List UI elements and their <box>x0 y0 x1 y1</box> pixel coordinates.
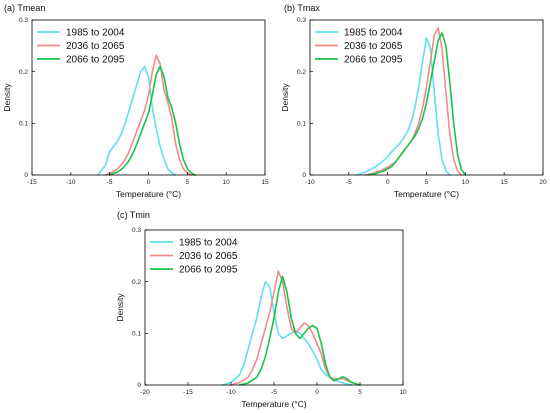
x-tick-label: 0 <box>147 179 151 186</box>
y-axis-label: Density <box>280 83 290 112</box>
panel-b-tmax: (b) Tmax -10 -5 0 5 10 15 20 0 0.1 0.2 0.3 Temperatu… <box>280 3 547 199</box>
x-tick-label: 15 <box>261 179 269 186</box>
panel-a-tmean: (a) Tmean -15 -10 -5 0 5 10 15 0 0.1 0.2 0.3 Tempera… <box>2 3 269 199</box>
y-tick-label: 0.3 <box>297 17 306 24</box>
y-tick-label: 0 <box>24 172 28 179</box>
y-tick-label: 0.1 <box>132 331 141 338</box>
x-tick-label: -15 <box>27 179 37 186</box>
legend-label: 2036 to 2065 <box>179 251 238 262</box>
series-line-2036-to-2065 <box>363 26 463 176</box>
panel-title: (a) Tmean <box>4 3 45 13</box>
series-line-1985-to-2004 <box>221 280 353 386</box>
x-tick-label: -10 <box>66 179 76 186</box>
legend: 1985 to 2004 2036 to 2065 2066 to 2095 <box>315 28 403 66</box>
x-tick-label: -10 <box>226 389 236 396</box>
x-tick-label: 10 <box>462 179 470 186</box>
panel-title: (b) Tmax <box>284 3 320 13</box>
x-tick-label: 5 <box>186 179 190 186</box>
legend-label: 1985 to 2004 <box>66 28 125 39</box>
y-tick-label: 0.3 <box>132 227 141 234</box>
x-tick-label: -5 <box>271 389 277 396</box>
y-tick-label: 0.3 <box>19 17 28 24</box>
x-tick-label: 10 <box>223 179 231 186</box>
x-tick-label: -15 <box>183 389 193 396</box>
x-tick-label: 10 <box>399 389 407 396</box>
y-tick-label: 0.2 <box>132 279 141 286</box>
legend-label: 2066 to 2095 <box>344 55 403 66</box>
legend-label: 2036 to 2065 <box>344 41 403 52</box>
legend-label: 2066 to 2095 <box>66 55 125 66</box>
x-tick-label: 15 <box>501 179 509 186</box>
series-line-2066-to-2095 <box>238 275 361 386</box>
y-axis-label: Density <box>2 83 12 112</box>
y-tick-label: 0.2 <box>19 69 28 76</box>
x-axis-label: Temperature (°C) <box>241 399 306 409</box>
y-tick-label: 0.2 <box>297 69 306 76</box>
x-tick-label: 0 <box>315 389 319 396</box>
x-tick-label: 20 <box>539 179 547 186</box>
series-line-2036-to-2065 <box>230 270 361 386</box>
x-tick-label: -5 <box>346 179 352 186</box>
legend-label: 2036 to 2065 <box>66 41 125 52</box>
y-tick-label: 0 <box>302 172 306 179</box>
x-tick-label: -10 <box>305 179 315 186</box>
x-tick-label: -20 <box>140 389 150 396</box>
x-axis-label: Temperature (°C) <box>394 189 459 199</box>
series-line-1985-to-2004 <box>97 65 177 176</box>
series-line-2066-to-2095 <box>367 32 467 176</box>
series-line-2066-to-2095 <box>108 65 196 176</box>
legend-label: 2066 to 2095 <box>179 265 238 276</box>
legend: 1985 to 2004 2036 to 2065 2066 to 2095 <box>150 238 238 276</box>
x-axis-label: Temperature (°C) <box>116 189 181 199</box>
legend-label: 1985 to 2004 <box>179 238 238 249</box>
y-tick-label: 0.1 <box>297 121 306 128</box>
x-tick-label: -5 <box>107 179 113 186</box>
legend-label: 1985 to 2004 <box>344 28 403 39</box>
y-axis-label: Density <box>115 293 125 322</box>
x-tick-label: 5 <box>425 179 429 186</box>
x-tick-label: 5 <box>358 389 362 396</box>
panel-title: (c) Tmin <box>117 210 150 220</box>
series-line-2036-to-2065 <box>104 54 193 176</box>
y-tick-label: 0 <box>137 382 141 389</box>
y-tick-label: 0.1 <box>19 121 28 128</box>
legend: 1985 to 2004 2036 to 2065 2066 to 2095 <box>37 28 125 66</box>
x-tick-label: 0 <box>386 179 390 186</box>
series-line-1985-to-2004 <box>355 37 451 176</box>
panel-c-tmin: (c) Tmin -20 -15 -10 -5 0 5 10 0 0.1 0.2 0.3 Tempera… <box>115 210 407 409</box>
